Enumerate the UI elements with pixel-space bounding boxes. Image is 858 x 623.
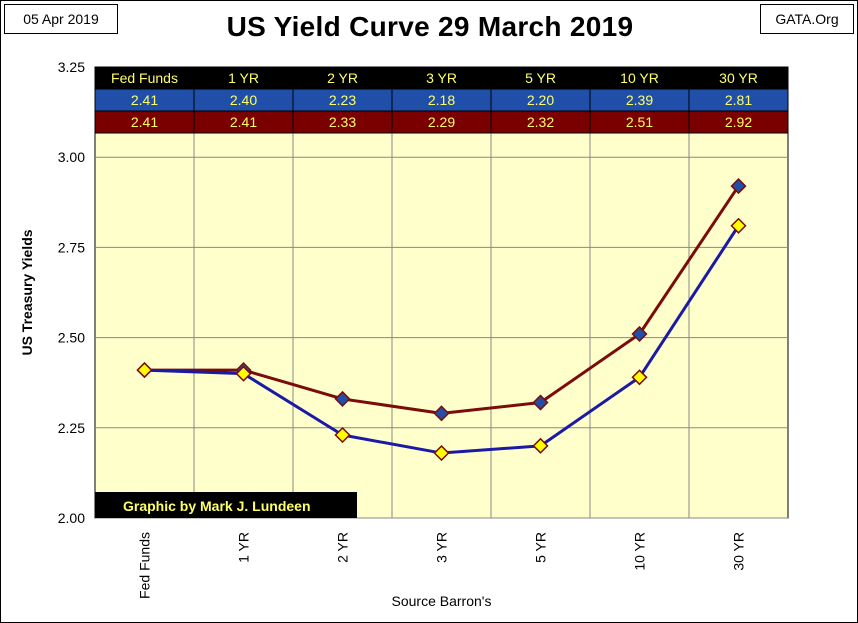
plot-area: [94, 66, 789, 519]
table-header-6: 30 YR: [719, 70, 758, 86]
chart-title: US Yield Curve 29 March 2019: [226, 11, 634, 42]
data-point-prior: [730, 178, 747, 195]
data-point-prior: [334, 390, 351, 407]
table-value-s1-2: 2.33: [329, 114, 356, 130]
data-point-prior: [532, 394, 549, 411]
table-value-s0-2: 2.23: [329, 92, 356, 108]
table-header-2: 2 YR: [327, 70, 358, 86]
x-axis-ticks: Fed Funds 1 YR 2 YR 3 YR 5 YR 10 YR 30 YR: [137, 532, 747, 599]
y-tick-label: 2.00: [58, 510, 85, 526]
y-tick-label: 3.25: [58, 59, 85, 75]
table-value-s0-0: 2.41: [131, 92, 158, 108]
table-value-s1-5: 2.51: [626, 114, 653, 130]
table-value-s1-0: 2.41: [131, 114, 158, 130]
yield-table: Fed Funds 1 YR 2 YR 3 YR 5 YR 10 YR 30 YR 2.41 2…: [94, 66, 789, 134]
y-tick-label: 3.00: [58, 149, 85, 165]
table-value-s0-1: 2.40: [230, 92, 257, 108]
table-header-4: 5 YR: [525, 70, 556, 86]
x-tick-label: 3 YR: [434, 532, 450, 563]
data-point-current: [730, 217, 747, 234]
x-tick-label: 1 YR: [236, 532, 252, 563]
series-markers: [136, 178, 747, 462]
table-value-s1-6: 2.92: [725, 114, 752, 130]
table-header-3: 3 YR: [426, 70, 457, 86]
x-tick-label: 2 YR: [335, 532, 351, 563]
table-value-s1-3: 2.29: [428, 114, 455, 130]
table-cell: [688, 110, 789, 134]
table-value-s1-4: 2.32: [527, 114, 554, 130]
data-point-current: [532, 437, 549, 454]
y-tick-label: 2.50: [58, 330, 85, 346]
table-value-s0-4: 2.20: [527, 92, 554, 108]
credit-label: Graphic by Mark J. Lundeen: [123, 498, 311, 514]
table-value-s0-5: 2.39: [626, 92, 653, 108]
table-value-s1-1: 2.41: [230, 114, 257, 130]
data-point-current: [433, 444, 450, 462]
x-tick-label: Fed Funds: [137, 532, 153, 599]
data-point-prior: [433, 405, 450, 422]
y-axis-label: US Treasury Yields: [19, 229, 35, 355]
x-tick-label: 5 YR: [533, 532, 549, 563]
credit-box: [95, 492, 357, 518]
table-value-s0-3: 2.18: [428, 92, 455, 108]
x-axis-label: Source Barron's: [392, 593, 492, 609]
y-axis-ticks: 2.00 2.25 2.50 2.75 3.00 3.25: [58, 59, 85, 526]
date-label: 05 Apr 2019: [4, 4, 118, 34]
table-header-0: Fed Funds: [111, 70, 178, 86]
data-point-prior: [631, 325, 648, 343]
data-point-current: [631, 369, 648, 386]
data-point-current: [334, 426, 351, 444]
data-point-current: [235, 365, 252, 382]
table-header-5: 10 YR: [620, 70, 659, 86]
y-tick-label: 2.75: [58, 239, 85, 255]
data-point-current: [136, 362, 153, 379]
y-tick-label: 2.25: [58, 420, 85, 436]
table-value-s0-6: 2.81: [725, 92, 752, 108]
x-tick-label: 10 YR: [632, 532, 648, 571]
source-site-label: GATA.Org: [760, 4, 854, 34]
x-tick-label: 30 YR: [731, 532, 747, 571]
table-header-1: 1 YR: [228, 70, 259, 86]
